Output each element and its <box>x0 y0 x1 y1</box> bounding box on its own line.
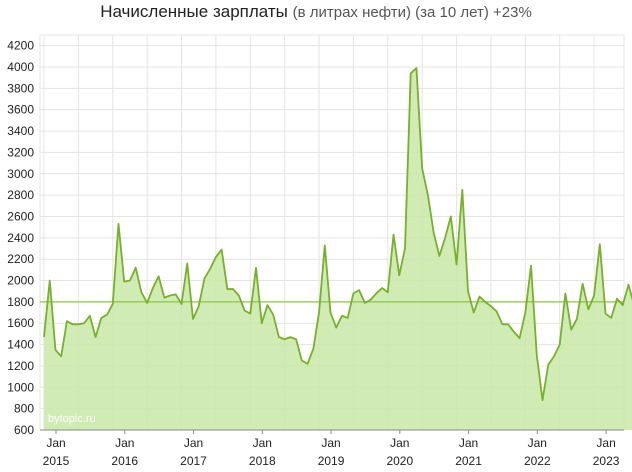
y-tick-label: 1600 <box>7 316 34 330</box>
x-tick-year: 2020 <box>386 454 413 468</box>
x-tick-year: 2015 <box>43 454 70 468</box>
x-tick-month: Jan <box>390 436 409 450</box>
chart-title: Начисленные зарплаты (в литрах нефти) (з… <box>0 2 632 22</box>
chart-title-sub: (в литрах нефти) (за 10 лет) +23% <box>292 4 532 21</box>
x-tick-year: 2017 <box>180 454 207 468</box>
watermark-text: bytopic.ru <box>48 413 96 425</box>
y-tick-label: 4000 <box>7 60 34 74</box>
x-tick-month: Jan <box>46 436 65 450</box>
x-tick-year: 2019 <box>318 454 345 468</box>
y-tick-label: 3600 <box>7 103 34 117</box>
y-tick-label: 1200 <box>7 359 34 373</box>
x-tick-year: 2023 <box>593 454 620 468</box>
x-tick-month: Jan <box>528 436 547 450</box>
x-tick-year: 2018 <box>249 454 276 468</box>
y-tick-label: 2000 <box>7 274 34 288</box>
x-tick-month: Jan <box>115 436 134 450</box>
y-tick-label: 2800 <box>7 188 34 202</box>
y-tick-label: 1400 <box>7 338 34 352</box>
y-tick-label: 2600 <box>7 209 34 223</box>
x-tick-month: Jan <box>596 436 615 450</box>
series-area <box>44 68 632 430</box>
y-tick-label: 3200 <box>7 145 34 159</box>
y-tick-label: 1800 <box>7 295 34 309</box>
y-tick-label: 800 <box>14 402 34 416</box>
y-tick-label: 600 <box>14 423 34 437</box>
y-tick-label: 3800 <box>7 81 34 95</box>
x-tick-month: Jan <box>184 436 203 450</box>
y-tick-label: 4200 <box>7 39 34 53</box>
x-tick-month: Jan <box>321 436 340 450</box>
x-tick-month: Jan <box>459 436 478 450</box>
y-tick-label: 2200 <box>7 252 34 266</box>
x-tick-month: Jan <box>253 436 272 450</box>
series-line <box>43 67 632 402</box>
x-tick-year: 2022 <box>524 454 551 468</box>
y-tick-label: 2400 <box>7 231 34 245</box>
chart-title-main: Начисленные зарплаты <box>100 2 288 21</box>
y-tick-label: 3000 <box>7 167 34 181</box>
y-tick-label: 1000 <box>7 380 34 394</box>
y-tick-label: 3400 <box>7 124 34 138</box>
x-tick-year: 2016 <box>111 454 138 468</box>
x-tick-year: 2021 <box>455 454 482 468</box>
